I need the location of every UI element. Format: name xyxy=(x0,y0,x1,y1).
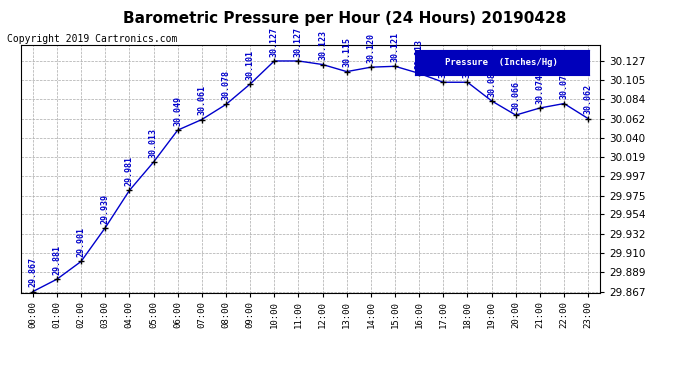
Text: 30.062: 30.062 xyxy=(584,84,593,114)
Text: 30.103: 30.103 xyxy=(439,48,448,78)
Text: 30.127: 30.127 xyxy=(270,27,279,57)
Text: 30.078: 30.078 xyxy=(221,70,230,100)
Text: Barometric Pressure per Hour (24 Hours) 20190428: Barometric Pressure per Hour (24 Hours) … xyxy=(124,11,566,26)
Text: 30.049: 30.049 xyxy=(173,96,182,126)
Text: 30.113: 30.113 xyxy=(415,39,424,69)
Text: 30.061: 30.061 xyxy=(197,86,206,116)
Text: Copyright 2019 Cartronics.com: Copyright 2019 Cartronics.com xyxy=(7,34,177,44)
Text: 30.115: 30.115 xyxy=(342,38,351,68)
Text: 30.120: 30.120 xyxy=(366,33,375,63)
Text: 30.121: 30.121 xyxy=(391,32,400,62)
Text: 30.082: 30.082 xyxy=(487,67,496,97)
Text: 29.981: 29.981 xyxy=(125,156,134,186)
Text: 29.939: 29.939 xyxy=(101,194,110,224)
Text: 30.127: 30.127 xyxy=(294,27,303,57)
Text: 30.123: 30.123 xyxy=(318,30,327,60)
Text: 29.867: 29.867 xyxy=(28,258,37,288)
Text: 29.881: 29.881 xyxy=(52,245,61,275)
Text: 29.901: 29.901 xyxy=(77,227,86,257)
Text: 30.074: 30.074 xyxy=(535,74,544,104)
Text: 30.103: 30.103 xyxy=(463,48,472,78)
Text: 30.101: 30.101 xyxy=(246,50,255,80)
Text: 30.066: 30.066 xyxy=(511,81,520,111)
Text: 30.079: 30.079 xyxy=(560,69,569,99)
Text: 30.013: 30.013 xyxy=(149,128,158,158)
